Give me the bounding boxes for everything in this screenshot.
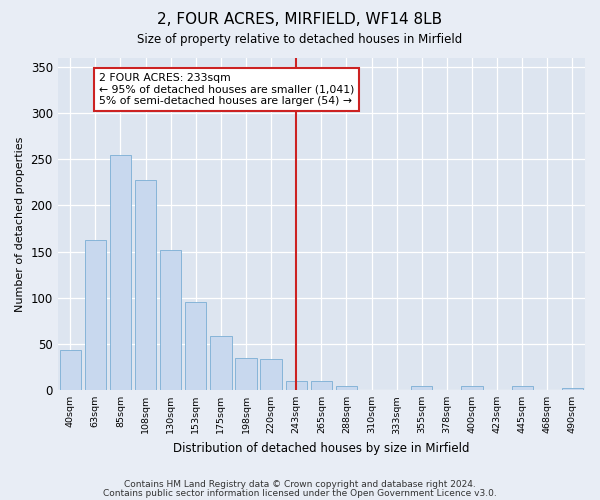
Bar (461, 386, 482, 390)
Bar (185, 302, 206, 390)
Text: Size of property relative to detached houses in Mirfield: Size of property relative to detached ho… (137, 34, 463, 46)
Bar (135, 180, 156, 390)
Text: 2, FOUR ACRES, MIRFIELD, WF14 8LB: 2, FOUR ACRES, MIRFIELD, WF14 8LB (157, 12, 443, 28)
Bar (235, 358, 257, 390)
Text: Contains public sector information licensed under the Open Government Licence v3: Contains public sector information licen… (103, 488, 497, 498)
Y-axis label: Number of detached properties: Number of detached properties (15, 136, 25, 312)
Bar (160, 250, 181, 390)
Bar (311, 381, 332, 390)
Bar (411, 386, 433, 390)
Text: Contains HM Land Registry data © Crown copyright and database right 2024.: Contains HM Land Registry data © Crown c… (124, 480, 476, 489)
Bar (59, 350, 81, 390)
Bar (210, 336, 232, 390)
Bar (260, 359, 282, 390)
Bar (336, 386, 357, 390)
Text: 2 FOUR ACRES: 233sqm
← 95% of detached houses are smaller (1,041)
5% of semi-det: 2 FOUR ACRES: 233sqm ← 95% of detached h… (99, 73, 355, 106)
X-axis label: Distribution of detached houses by size in Mirfield: Distribution of detached houses by size … (173, 442, 470, 455)
Bar (562, 388, 583, 390)
Bar (85, 240, 106, 390)
Bar (110, 154, 131, 390)
Bar (512, 386, 533, 390)
Bar (286, 381, 307, 390)
